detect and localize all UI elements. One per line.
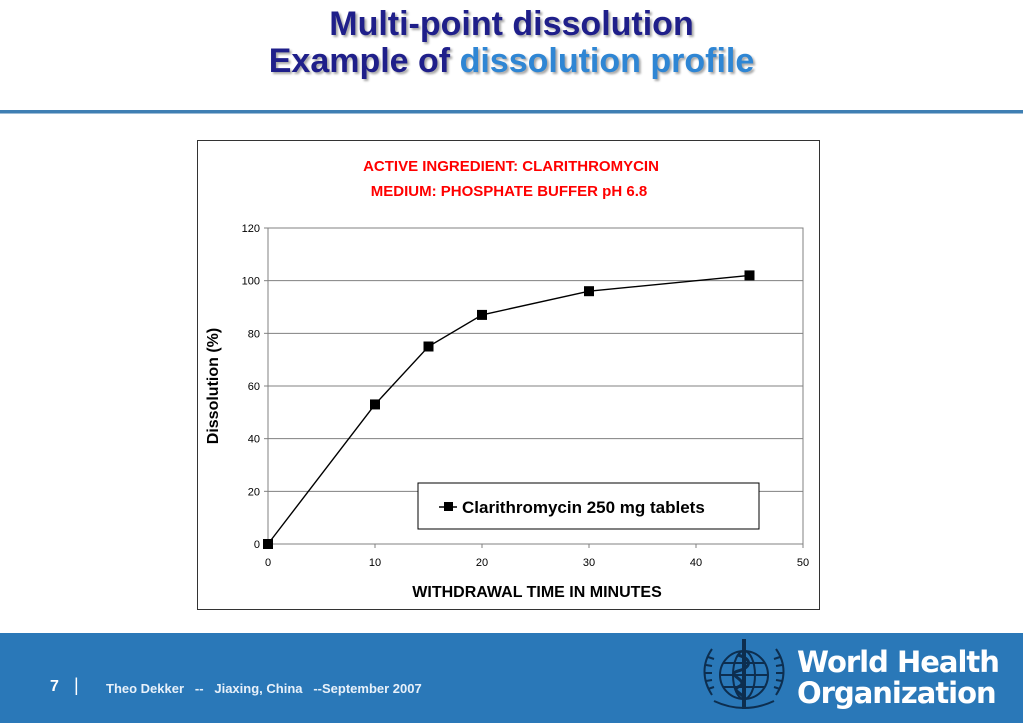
title-line-2-highlight: dissolution profile [459,42,755,80]
tick-label-x-50: 50 [797,557,809,569]
title-divider [0,110,1023,114]
tick-label-y-20: 20 [248,486,260,498]
tick-label-x-10: 10 [369,557,381,569]
y-axis-label: Dissolution (%) [205,328,222,444]
tick-label-y-120: 120 [242,223,260,235]
legend-marker [444,502,453,511]
tick-label-x-30: 30 [583,557,595,569]
chart-title: ACTIVE INGREDIENT: CLARITHROMYCIN [363,158,659,175]
tick-label-x-0: 0 [265,557,271,569]
data-point-marker [263,539,273,549]
tick-label-y-80: 80 [248,328,260,340]
data-point-marker [477,309,487,320]
organization-name-line-2: Organization [797,676,997,710]
chart-subtitle: MEDIUM: PHOSPHATE BUFFER pH 6.8 [371,183,647,200]
dissolution-chart: ACTIVE INGREDIENT: CLARITHROMYCIN MEDIUM… [205,158,809,601]
tick-label-y-60: 60 [248,381,260,393]
series-line [267,274,750,545]
organization-name-line-1: World Health [797,645,1000,679]
title-line-1: Multi-point dissolution [329,5,694,43]
legend-box [417,482,760,530]
title-line-2-prefix: Example of [268,42,460,80]
organization-name: World Health Organization [797,645,1000,710]
tick-label-y-0: 0 [254,539,260,551]
chart-frame: ACTIVE INGREDIENT: CLARITHROMYCIN MEDIUM… [197,140,820,610]
tick-label-y-100: 100 [242,276,260,288]
data-point-marker [423,341,434,352]
data-point-marker [584,286,594,297]
slide-title: Multi-point dissolution Example of disso… [0,6,1023,80]
footer-caption: Theo Dekker -- Jiaxing, China --Septembe… [106,681,422,696]
data-point-marker [744,270,755,281]
tick-label-x-40: 40 [690,557,702,569]
footer-bar: 7 | Theo Dekker -- Jiaxing, China --Sept… [0,633,1023,723]
who-emblem-icon [703,639,785,709]
tick-label-y-40: 40 [248,434,260,446]
x-axis-label: WITHDRAWAL TIME IN MINUTES [412,584,662,601]
legend-label: Clarithromycin 250 mg tablets [462,498,705,517]
data-point-marker [370,399,380,410]
title-line-2: Example of dissolution profile [0,43,1023,80]
tick-label-x-20: 20 [476,557,488,569]
legend: Clarithromycin 250 mg tablets [417,482,760,530]
page-number: 7 [50,678,59,695]
page-separator: | [74,675,79,695]
